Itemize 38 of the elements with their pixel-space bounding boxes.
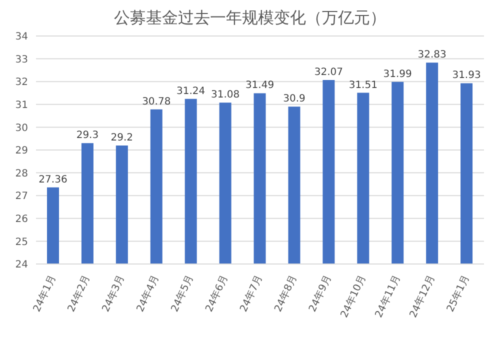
data-label: 32.07 [314,67,344,78]
data-label: 29.3 [76,130,99,142]
y-tick-label: 31 [15,100,28,111]
data-label: 31.49 [245,80,274,92]
y-tick-label: 28 [15,168,28,180]
x-tick-label: 25年1月 [444,273,472,314]
x-tick-label: 24年12月 [407,273,438,320]
data-label: 31.51 [348,80,378,91]
x-tick-label: 24年7月 [238,273,265,314]
data-label: 31.08 [210,90,240,101]
x-tick-label: 24年2月 [65,273,93,314]
chart-title: 公募基金过去一年规模变化（万亿元） [113,8,387,29]
x-tick-label: 24年9月 [306,273,334,314]
y-tick-label: 29 [15,146,28,157]
y-tick-label: 27 [15,191,28,202]
x-tick-label: 24年3月 [100,273,128,314]
x-tick-label: 24年10月 [338,273,368,320]
y-tick-label: 34 [15,32,28,43]
x-tick-label: 24年4月 [134,273,162,314]
x-tick-label: 24年8月 [272,273,300,314]
data-label: 29.2 [110,132,134,144]
x-tick-label: 24年6月 [203,273,231,314]
y-tick-label: 32 [15,77,28,88]
data-label: 31.93 [452,70,481,82]
data-label: 31.24 [176,86,206,97]
data-label: 32.83 [418,50,446,61]
data-label: 30.9 [283,94,306,105]
data-label: 27.36 [38,174,68,186]
y-tick-label: 24 [15,260,28,271]
y-tick-label: 25 [15,236,28,248]
x-tick-label: 24年1月 [30,273,58,314]
y-tick-label: 30 [15,122,28,134]
y-tick-label: 26 [15,214,28,225]
x-tick-label: 24年11月 [372,273,403,320]
y-tick-label: 33 [15,54,28,66]
data-label: 30.78 [142,96,171,108]
data-label: 31.99 [383,68,412,80]
x-tick-label: 24年5月 [168,273,196,314]
